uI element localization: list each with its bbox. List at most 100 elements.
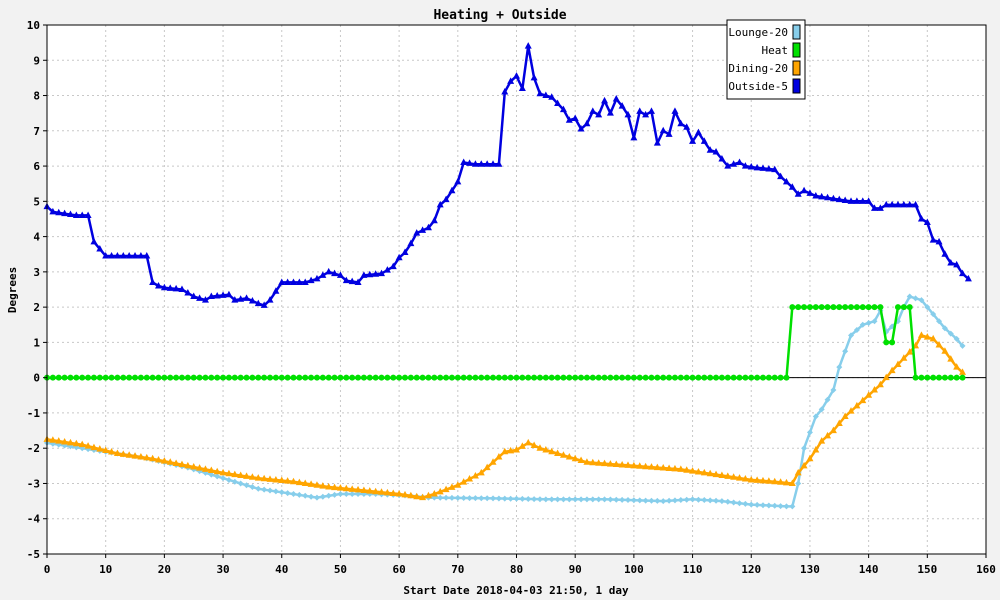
data-point [96,374,103,381]
series-outside-5 [43,42,972,308]
data-point [260,301,268,308]
y-tick-label: 2 [33,301,40,314]
data-point [659,126,667,134]
data-point [870,204,878,211]
grid [47,25,986,554]
data-point [800,186,808,194]
data-point [490,495,497,502]
data-point [759,374,766,381]
data-point [401,248,409,255]
data-point [248,296,256,304]
data-point [430,490,438,497]
data-point [413,492,421,500]
data-point [231,470,239,478]
data-point [284,278,292,285]
data-point [876,204,884,211]
data-point [484,495,491,502]
data-point [765,374,772,381]
data-point [319,271,327,278]
data-point [742,374,749,381]
data-point [67,374,74,381]
data-point [718,155,726,162]
data-point [559,451,567,458]
data-point [372,270,380,277]
data-point [806,454,814,462]
data-point [61,438,69,445]
data-point [636,374,643,381]
data-point [624,461,632,468]
x-tick-label: 150 [917,563,937,576]
data-point [313,274,321,282]
data-point [701,374,708,381]
data-point [524,438,532,446]
data-point [736,158,744,166]
data-point [648,497,655,504]
data-point [108,448,116,455]
legend-swatch [792,60,801,76]
data-point [55,208,63,216]
x-tick-label: 120 [741,563,761,576]
data-point [842,304,849,311]
data-point [524,42,532,49]
data-point [612,95,620,102]
data-point [243,472,251,479]
data-point [319,374,326,381]
data-point [712,470,720,478]
data-point [495,160,503,167]
data-point [542,91,550,99]
data-point [278,489,285,496]
data-point [835,195,843,203]
data-point [759,476,767,484]
data-point [636,462,644,469]
data-point [389,262,397,270]
data-point [806,304,813,311]
data-point [484,374,491,381]
data-point [395,490,403,497]
x-tick-label: 30 [216,563,229,576]
data-point [437,374,444,381]
data-point [354,485,362,493]
data-point [548,374,555,381]
data-point [72,211,80,218]
data-point [771,374,778,381]
data-point [172,284,180,292]
x-tick-label: 110 [683,563,703,576]
data-point [741,475,749,482]
data-point [801,304,808,311]
data-point [789,304,796,311]
data-point [378,269,386,277]
data-point [149,374,156,381]
data-point [818,304,825,311]
data-point [848,332,855,339]
x-tick-label: 100 [624,563,644,576]
data-point [313,494,320,501]
data-point [747,162,755,170]
data-point [126,374,133,381]
data-point [525,496,532,503]
data-point [160,283,168,291]
data-point [237,374,244,381]
data-point [442,195,450,203]
data-point [419,493,427,501]
data-point [196,374,203,381]
data-point [782,177,790,185]
data-point [566,496,573,503]
data-point [255,374,262,381]
data-point [466,495,473,502]
data-point [249,483,256,490]
data-point [519,495,526,502]
data-point [741,162,749,169]
data-point [454,494,461,501]
data-point [131,452,139,459]
data-point [636,107,644,114]
data-point [665,130,673,137]
data-point [653,139,661,146]
data-point [49,207,57,215]
x-axis-label: Start Date 2018-04-03 21:50, 1 day [403,584,629,597]
data-point [355,491,362,498]
data-point [542,374,549,381]
data-point [713,497,720,504]
data-point [642,497,649,504]
data-point [601,459,609,467]
y-tick-label: 9 [33,54,40,67]
